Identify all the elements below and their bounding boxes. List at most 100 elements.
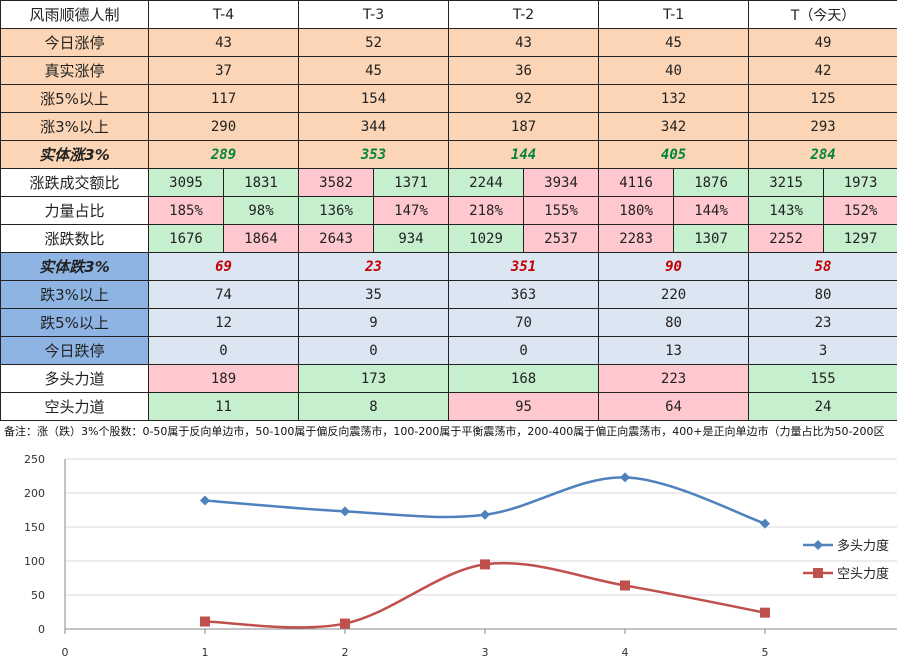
table-cell: 132 — [598, 84, 750, 113]
table-cell: 42 — [748, 56, 897, 85]
table-cell: 405 — [598, 140, 750, 169]
table-cell: 363 — [448, 280, 600, 309]
table-cell: 289 — [147, 140, 300, 169]
table-cell: 173 — [298, 364, 450, 393]
table-cell: 1973 — [823, 168, 897, 197]
row-label: 真实涨停 — [0, 56, 149, 85]
table-row: 涨跌数比 1676 1864 2643 934 1029 2537 2283 1307 2252 1… — [0, 224, 897, 253]
table-cell: 136% — [298, 196, 375, 225]
y-tick-label: 250 — [24, 453, 45, 466]
table-cell: 80 — [598, 308, 750, 337]
table-cell: 1307 — [673, 224, 750, 253]
x-tick-label: 4 — [622, 646, 629, 659]
chart-gridlines — [65, 458, 897, 630]
y-tick-label: 200 — [24, 487, 45, 500]
table-cell: 36 — [448, 56, 600, 85]
table-cell: 344 — [298, 112, 450, 141]
table-title-cell: 风雨顺德人制 — [0, 0, 149, 29]
table-cell: 223 — [598, 364, 750, 393]
table-cell: 3 — [748, 336, 897, 365]
row-label: 多头力道 — [0, 364, 149, 393]
table-cell: 147% — [373, 196, 450, 225]
table-row: 今日跌停 0 0 0 13 3 — [0, 336, 897, 365]
data-point — [200, 616, 210, 627]
table-cell: 4116 — [598, 168, 675, 197]
table-row: 涨3%以上 290 344 187 342 293 — [0, 112, 897, 141]
legend-marker — [813, 540, 823, 550]
table-cell: 70 — [448, 308, 600, 337]
table-cell: 3582 — [298, 168, 375, 197]
column-header: T-1 — [598, 0, 750, 29]
data-point — [340, 506, 350, 517]
table-cell: 293 — [748, 112, 897, 141]
table-cell: 3934 — [523, 168, 600, 197]
data-point — [620, 580, 630, 591]
row-label: 涨跌数比 — [0, 224, 149, 253]
table-header-row: 风雨顺德人制 T-4 T-3 T-2 T-1 T（今天） — [0, 0, 897, 29]
table-cell: 80 — [748, 280, 897, 309]
table-cell: 69 — [147, 252, 300, 281]
table-row: 实体跌3% 69 23 351 90 58 — [0, 252, 897, 281]
table-cell: 35 — [298, 280, 450, 309]
data-point — [480, 559, 490, 570]
table-cell: 143% — [748, 196, 825, 225]
table-cell: 155% — [523, 196, 600, 225]
table-cell: 45 — [298, 56, 450, 85]
table-cell: 1864 — [222, 224, 300, 253]
table-cell: 189 — [147, 364, 300, 393]
row-label: 跌3%以上 — [0, 280, 149, 309]
table-cell: 90 — [598, 252, 750, 281]
column-header: T-3 — [298, 0, 450, 29]
table-cell: 12 — [147, 308, 300, 337]
table-cell: 64 — [598, 392, 750, 421]
table-cell: 3095 — [148, 168, 224, 197]
market-strength-table: 风雨顺德人制 T-4 T-3 T-2 T-1 T（今天） 今日涨停 43 52 43 45 49 真实涨… — [0, 0, 897, 421]
legend-label: 空头力度 — [837, 566, 889, 582]
table-cell: 1876 — [673, 168, 750, 197]
chart-axes: 0 50 100 150 200 250 0 1 2 3 4 5 — [24, 453, 897, 659]
row-label: 今日跌停 — [0, 336, 149, 365]
table-cell: 2643 — [298, 224, 375, 253]
column-header: T-2 — [448, 0, 600, 29]
data-point — [200, 495, 210, 506]
table-row: 今日涨停 43 52 43 45 49 — [0, 28, 897, 57]
x-tick-label: 0 — [62, 646, 69, 659]
legend-label: 多头力度 — [837, 538, 889, 554]
x-tick-label: 5 — [762, 646, 769, 659]
table-row: 空头力道 11 8 95 64 24 — [0, 392, 897, 421]
row-label: 实体跌3% — [0, 252, 149, 281]
table-row: 多头力道 189 173 168 223 155 — [0, 364, 897, 393]
table-cell: 52 — [298, 28, 450, 57]
table-cell: 125 — [748, 84, 897, 113]
y-tick-label: 100 — [24, 555, 45, 568]
table-cell: 155 — [748, 364, 897, 393]
x-tick-label: 1 — [202, 646, 209, 659]
table-cell: 13 — [598, 336, 750, 365]
table-cell: 342 — [598, 112, 750, 141]
table-row: 实体涨3% 289 353 144 405 284 — [0, 140, 897, 169]
row-label: 涨5%以上 — [0, 84, 149, 113]
x-tick-label: 2 — [342, 646, 349, 659]
table-cell: 1371 — [373, 168, 450, 197]
table-cell: 74 — [147, 280, 300, 309]
table-cell: 1297 — [823, 224, 897, 253]
table-cell: 92 — [448, 84, 600, 113]
table-cell: 168 — [448, 364, 600, 393]
table-cell: 0 — [147, 336, 300, 365]
table-cell: 353 — [298, 140, 450, 169]
column-header: T-4 — [147, 0, 300, 29]
data-point — [760, 607, 770, 618]
table-row: 力量占比 185% 98% 136% 147% 218% 155% 180% 144% 143% 1… — [0, 196, 897, 225]
table-cell: 2283 — [598, 224, 675, 253]
table-cell: 58 — [748, 252, 897, 281]
table-row: 跌5%以上 12 9 70 80 23 — [0, 308, 897, 337]
table-cell: 24 — [748, 392, 897, 421]
table-cell: 2537 — [523, 224, 600, 253]
table-cell: 37 — [147, 56, 300, 85]
footnote: 备注：涨（跌）3%个股数：0-50属于反向单边市，50-100属于偏反向震荡市，… — [4, 425, 885, 438]
y-tick-label: 50 — [31, 589, 45, 602]
table-cell: 2252 — [748, 224, 825, 253]
table-cell: 0 — [298, 336, 450, 365]
legend-marker — [813, 568, 823, 578]
table-cell: 9 — [298, 308, 450, 337]
